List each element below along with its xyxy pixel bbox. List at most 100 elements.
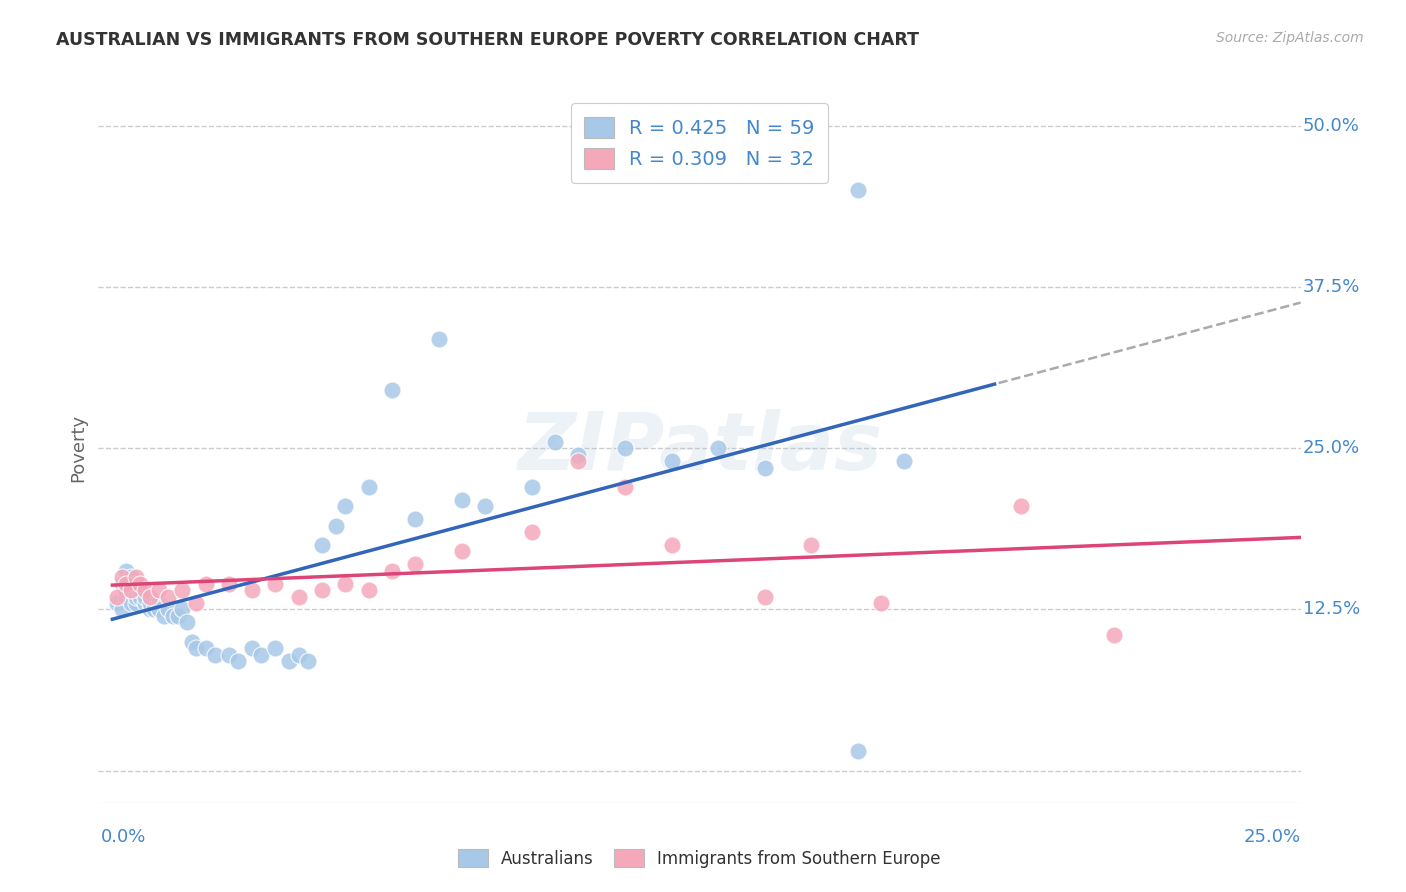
Point <box>450 492 472 507</box>
Point <box>754 590 776 604</box>
Point <box>1010 500 1032 514</box>
Text: 25.0%: 25.0% <box>1243 828 1301 846</box>
Point <box>450 544 472 558</box>
Point <box>157 590 180 604</box>
Point <box>204 648 226 662</box>
Point <box>125 596 148 610</box>
Point <box>357 583 380 598</box>
Point <box>115 583 138 598</box>
Point <box>870 596 893 610</box>
Point <box>287 648 309 662</box>
Point <box>105 590 128 604</box>
Point <box>152 608 174 623</box>
Point <box>520 524 543 539</box>
Point <box>226 654 249 668</box>
Point <box>129 590 152 604</box>
Point <box>120 583 142 598</box>
Point <box>335 576 357 591</box>
Text: AUSTRALIAN VS IMMIGRANTS FROM SOUTHERN EUROPE POVERTY CORRELATION CHART: AUSTRALIAN VS IMMIGRANTS FROM SOUTHERN E… <box>56 31 920 49</box>
Point <box>111 576 134 591</box>
Point <box>381 383 404 397</box>
Point <box>381 564 404 578</box>
Y-axis label: Poverty: Poverty <box>69 414 87 483</box>
Point <box>148 602 170 616</box>
Text: 25.0%: 25.0% <box>1303 439 1360 458</box>
Point <box>567 448 589 462</box>
Point <box>287 590 309 604</box>
Point <box>474 500 496 514</box>
Point <box>148 602 170 616</box>
Point <box>218 576 240 591</box>
Legend: Australians, Immigrants from Southern Europe: Australians, Immigrants from Southern Eu… <box>450 840 949 876</box>
Point <box>162 608 184 623</box>
Point <box>264 576 287 591</box>
Point <box>138 602 160 616</box>
Text: ZIPatlas: ZIPatlas <box>517 409 882 487</box>
Text: 12.5%: 12.5% <box>1303 600 1360 618</box>
Point <box>134 583 156 598</box>
Text: Source: ZipAtlas.com: Source: ZipAtlas.com <box>1216 31 1364 45</box>
Point <box>120 596 142 610</box>
Point <box>120 570 142 584</box>
Point <box>111 570 134 584</box>
Point <box>335 500 357 514</box>
Point <box>172 583 194 598</box>
Point <box>105 596 128 610</box>
Point <box>134 590 156 604</box>
Point <box>800 538 823 552</box>
Point <box>846 183 869 197</box>
Point <box>297 654 319 668</box>
Text: 0.0%: 0.0% <box>101 828 146 846</box>
Point <box>311 583 333 598</box>
Point <box>278 654 301 668</box>
Point <box>194 641 217 656</box>
Point <box>115 576 138 591</box>
Text: 50.0%: 50.0% <box>1303 117 1360 135</box>
Point <box>240 583 263 598</box>
Point <box>250 648 273 662</box>
Point <box>754 460 776 475</box>
Point <box>180 634 202 648</box>
Point <box>120 583 142 598</box>
Point <box>115 564 138 578</box>
Point <box>125 590 148 604</box>
Point <box>311 538 333 552</box>
Point <box>661 538 683 552</box>
Point <box>567 454 589 468</box>
Point <box>1102 628 1125 642</box>
Text: 37.5%: 37.5% <box>1303 278 1361 296</box>
Point <box>404 512 426 526</box>
Point <box>520 480 543 494</box>
Point <box>427 332 450 346</box>
Point <box>166 608 188 623</box>
Point <box>240 641 263 656</box>
Point <box>129 583 152 598</box>
Point <box>129 576 152 591</box>
Point <box>404 558 426 572</box>
Point <box>707 442 730 455</box>
Point <box>846 744 869 758</box>
Point <box>186 596 208 610</box>
Point <box>893 454 915 468</box>
Point <box>143 602 166 616</box>
Point <box>138 596 160 610</box>
Point <box>544 434 567 449</box>
Point <box>264 641 287 656</box>
Point <box>157 602 180 616</box>
Point <box>115 590 138 604</box>
Point <box>134 596 156 610</box>
Point <box>125 570 148 584</box>
Point <box>138 590 160 604</box>
Point <box>186 641 208 656</box>
Point <box>148 583 170 598</box>
Point <box>111 602 134 616</box>
Point <box>172 602 194 616</box>
Point <box>325 518 347 533</box>
Point <box>613 442 636 455</box>
Point <box>613 480 636 494</box>
Point <box>218 648 240 662</box>
Point <box>125 576 148 591</box>
Point <box>661 454 683 468</box>
Point <box>194 576 217 591</box>
Point <box>357 480 380 494</box>
